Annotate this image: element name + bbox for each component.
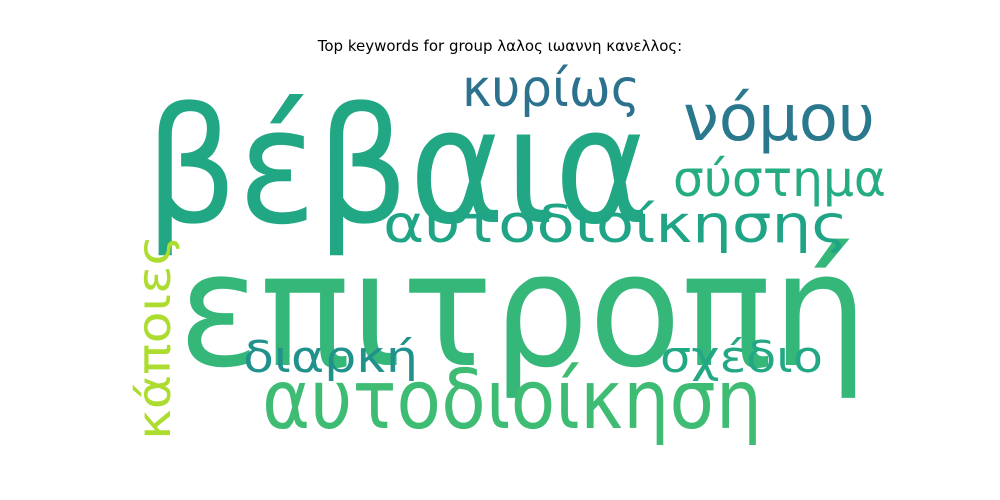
word-diarki: διαρκή [243, 332, 418, 383]
word-kyrios: κυρίως [462, 59, 640, 119]
chart-title: Top keywords for group λαλος ιωαννη κανε… [317, 37, 683, 55]
word-aftodioikisi: αυτοδιοίκηση [262, 353, 762, 448]
word-schedio: σχέδιο [660, 332, 823, 383]
word-aftodioikisis: αυτοδιοίκησης [383, 195, 848, 255]
word-epitropi: επιτροπή [178, 219, 868, 403]
word-vevaia: βέβαια [145, 73, 650, 260]
word-systima: σύστημα [673, 150, 886, 208]
word-nomou: νόμου [683, 82, 875, 156]
word-kapoies: κάποιες [127, 235, 181, 440]
